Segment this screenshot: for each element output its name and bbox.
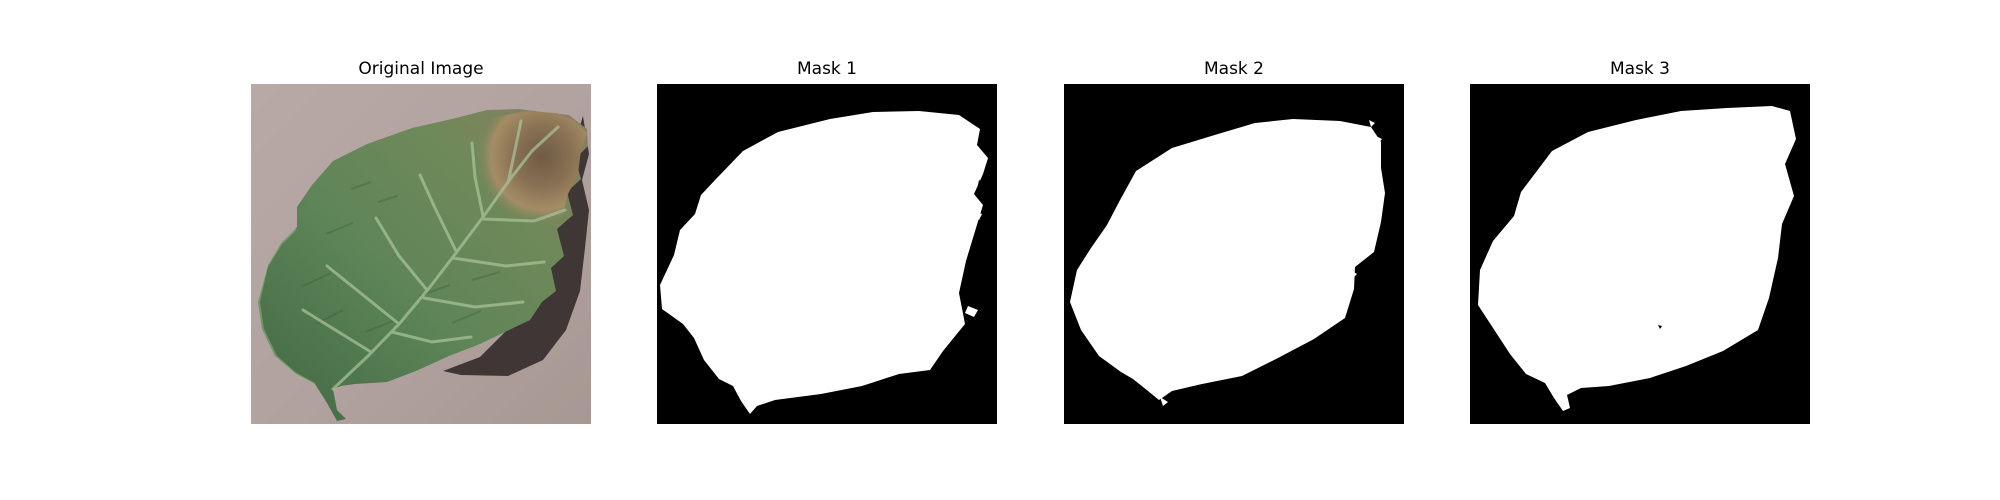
original-leaf-image — [251, 84, 591, 424]
leaf-edge-highlight — [257, 228, 316, 385]
mask-1-title: Mask 1 — [796, 59, 857, 79]
mask-3-title: Mask 3 — [1609, 59, 1670, 79]
mask-1-shape — [660, 111, 988, 414]
leaf-texture — [302, 181, 501, 333]
mask-2-title: Mask 2 — [1203, 59, 1264, 79]
leaf-shadow — [443, 116, 589, 376]
original-image-title: Original Image — [358, 59, 484, 79]
mask-2-image — [1064, 84, 1404, 424]
leaf-veins — [301, 119, 567, 391]
mask-2-shape — [1070, 119, 1385, 400]
mask-3-image — [1470, 84, 1810, 424]
mask-1-notch — [977, 180, 991, 196]
mask-2-canvas — [1064, 84, 1404, 424]
mask-1-canvas — [657, 84, 997, 424]
mask-3-shape — [1478, 106, 1796, 411]
leaf-lesion — [429, 111, 587, 274]
mask-3-canvas — [1470, 84, 1810, 424]
mask-3-dot — [1658, 325, 1662, 329]
mask-1-image — [657, 84, 997, 424]
leaf-photo — [251, 84, 591, 424]
